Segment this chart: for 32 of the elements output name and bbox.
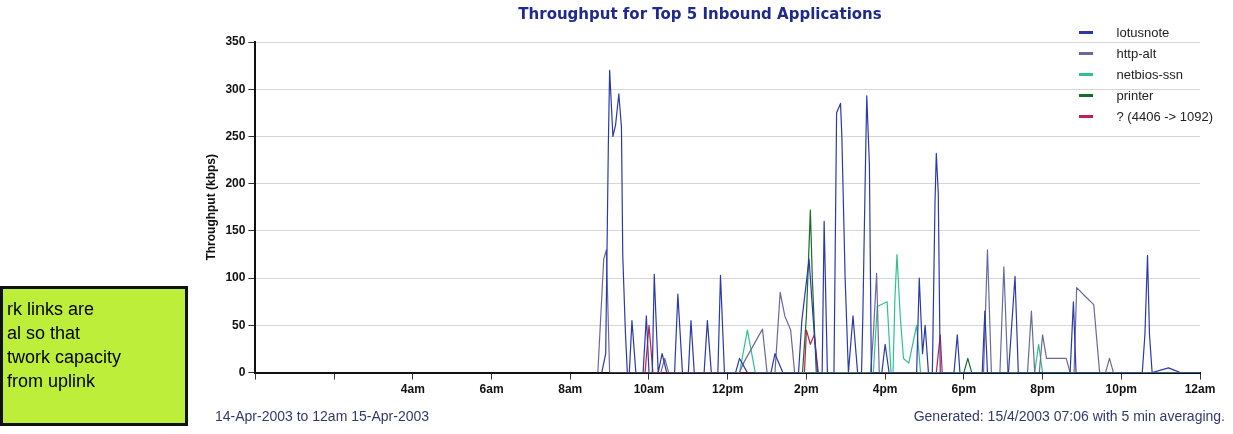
text: rk links are	[7, 298, 96, 321]
text: twork capacity	[7, 346, 123, 369]
x-tick-label: 10am	[633, 382, 665, 397]
x-tick-label: 4pm	[872, 382, 898, 397]
chart-title: Throughput for Top 5 Inbound Applications	[518, 4, 882, 23]
legend-label: netbios-ssn	[1116, 67, 1183, 82]
text: 14-Apr-2003 to 12am 15-Apr-2003	[215, 408, 430, 424]
x-tick-label: 12am	[1184, 382, 1216, 397]
y-tick-label: 350	[225, 34, 246, 49]
text: al so that	[7, 322, 82, 345]
text: Generated: 15/4/2003 07:06 with 5 min averaging.	[913, 408, 1225, 424]
x-tick-label: 8am	[558, 382, 583, 397]
y-tick-label: 150	[225, 223, 246, 238]
y-tick-label: 200	[225, 176, 246, 190]
y-axis-title: Throughput (kbps)	[203, 153, 218, 261]
y-tick-label: 100	[225, 270, 246, 285]
legend-label: lotusnote	[1116, 25, 1170, 40]
x-tick-label: 6am	[479, 382, 504, 397]
x-tick-label: 4am	[400, 382, 425, 397]
legend-label: printer	[1116, 88, 1154, 103]
legend-label: ? (4406 -> 1092)	[1116, 109, 1213, 124]
y-tick-label: 0	[238, 364, 246, 379]
text: from uplink	[7, 370, 97, 393]
x-tick-label: 8pm	[1030, 382, 1055, 397]
x-tick-label: 10pm	[1105, 382, 1137, 397]
y-tick-label: 50	[232, 317, 246, 332]
x-tick-label: 6pm	[951, 382, 977, 397]
x-tick-label: 12pm	[712, 382, 744, 397]
x-tick-label: 2pm	[794, 382, 819, 397]
y-tick-label: 250	[225, 128, 246, 143]
y-tick-label: 300	[225, 81, 246, 96]
legend-label: http-alt	[1116, 46, 1157, 61]
